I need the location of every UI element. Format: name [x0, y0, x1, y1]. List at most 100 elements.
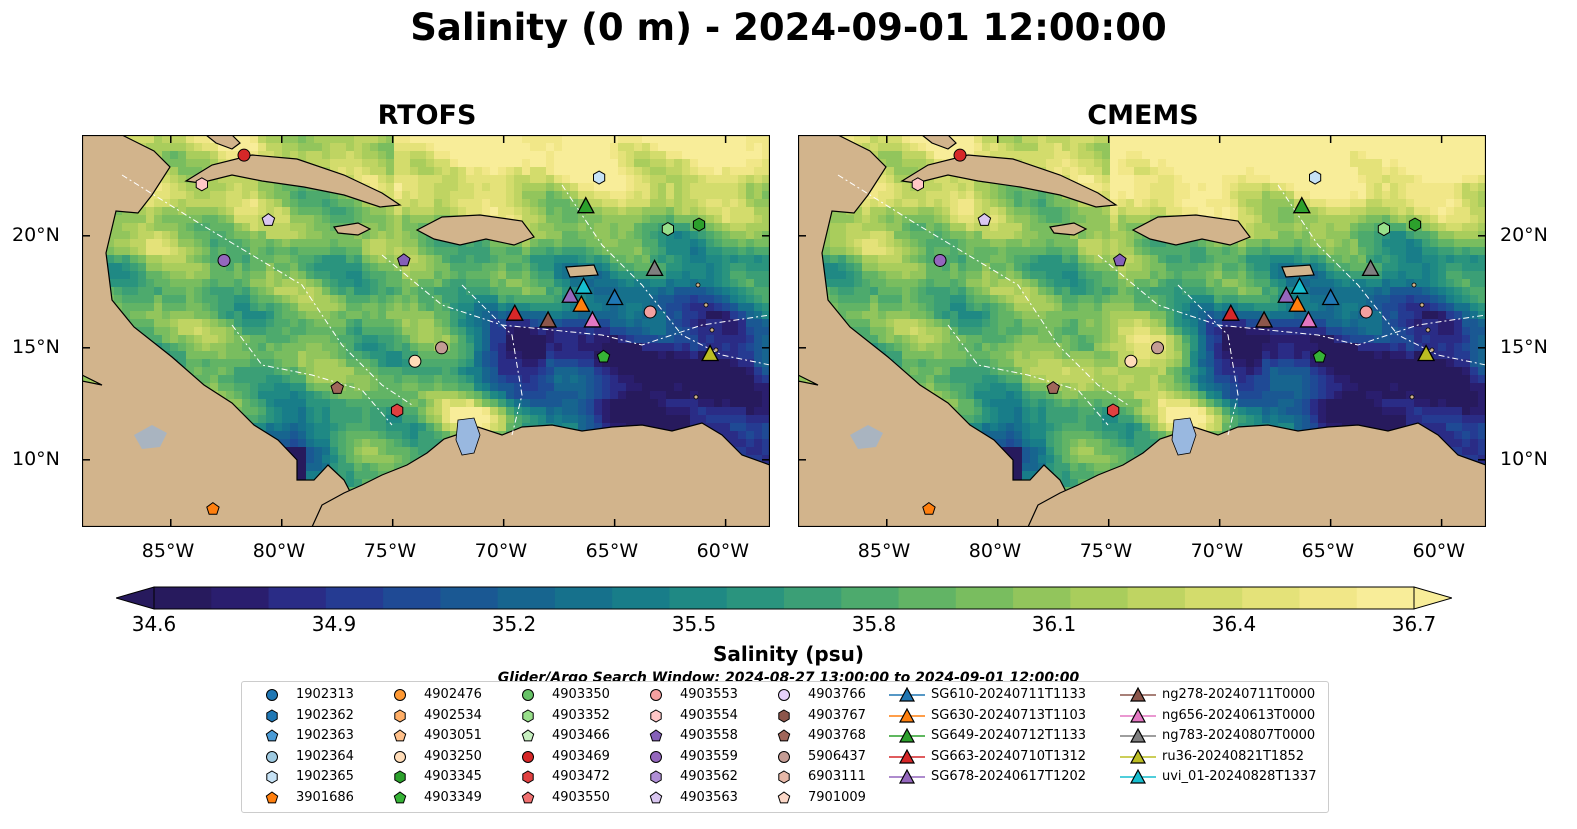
lon-tick-cmems-2: 75°W — [1079, 540, 1133, 562]
marker-uvi_01-20240828T1337[interactable] — [574, 276, 593, 294]
marker-4903472[interactable] — [391, 403, 404, 418]
legend-label: 4903051 — [424, 728, 482, 744]
marker-SG678-20240617T1202[interactable] — [561, 285, 580, 303]
marker-4903250[interactable] — [1124, 354, 1138, 368]
colorbar-segment — [1299, 587, 1358, 609]
marker-4903469[interactable] — [953, 148, 967, 162]
observation-markers — [911, 148, 1436, 515]
marker-SG630-20240713T1103[interactable] — [1288, 294, 1307, 312]
legend-label: 4903559 — [680, 748, 738, 764]
legend-label: 1902365 — [296, 769, 354, 785]
eez-boundary — [1177, 284, 1239, 436]
marker-ng656-20240613T0000[interactable] — [1299, 310, 1318, 328]
legend-marker-circle-icon — [522, 689, 534, 701]
lake-maracaibo — [455, 417, 481, 456]
marker-4903563[interactable] — [261, 212, 276, 226]
legend-marker-triangle-icon — [1120, 727, 1156, 743]
marker-SG610-20240711T1133[interactable] — [1321, 288, 1340, 306]
marker-3901686[interactable] — [206, 501, 220, 515]
marker-4903768[interactable] — [330, 380, 344, 394]
marker-4903352[interactable] — [1377, 222, 1390, 237]
marker-ng783-20240807T0000[interactable] — [645, 259, 664, 277]
legend-marker-hexagon-icon — [394, 770, 406, 784]
marker-5906437[interactable] — [435, 341, 449, 355]
marker-SG610-20240711T1133[interactable] — [605, 288, 624, 306]
marker-4903559[interactable] — [217, 253, 231, 267]
legend: 1902313 1902362 1902363 1902364 1902365 39016… — [241, 681, 1329, 813]
lat-tick-left-0: 20°N — [12, 223, 60, 246]
colorbar-segment — [1070, 587, 1129, 609]
marker-ng278-20240711T0000[interactable] — [1254, 310, 1274, 328]
marker-ng783-20240807T0000[interactable] — [1361, 259, 1380, 277]
map-cmems[interactable] — [798, 135, 1486, 527]
colorbar-tick-3: 35.5 — [671, 612, 717, 636]
marker-SG663-20240710T1312[interactable] — [1221, 303, 1240, 321]
marker-4903558[interactable] — [1113, 253, 1127, 267]
legend-label: SG610-20240711T1133 — [931, 687, 1087, 702]
marker-4903554[interactable] — [911, 177, 924, 192]
marker-4903469[interactable] — [237, 148, 251, 162]
marker-SG630-20240713T1103[interactable] — [572, 294, 591, 312]
marker-3901686[interactable] — [922, 501, 936, 515]
legend-marker-hexagon-icon — [522, 709, 534, 723]
marker-4903554[interactable] — [195, 177, 208, 192]
marker-5906437[interactable] — [1151, 341, 1165, 355]
colorbar-segment — [383, 587, 441, 609]
marker-SG678-20240617T1202[interactable] — [1277, 285, 1296, 303]
legend-label: 1902362 — [296, 707, 354, 723]
colorbar-tick-0: 34.6 — [131, 612, 177, 636]
marker-4903553[interactable] — [1359, 305, 1373, 319]
legend-marker-hexagon-icon — [266, 709, 278, 723]
island — [1419, 302, 1425, 308]
marker-4903349[interactable] — [1312, 349, 1327, 363]
colorbar-segment — [669, 587, 728, 609]
figure-title: Salinity (0 m) - 2024-09-01 12:00:00 — [410, 6, 1167, 49]
marker-SG649-20240712T1133[interactable] — [1292, 196, 1311, 214]
legend-marker-circle-icon — [778, 689, 790, 701]
legend-marker-circle-icon — [650, 689, 662, 701]
marker-ru36-20240821T1852[interactable] — [1416, 344, 1436, 362]
legend-label: uvi_01-20240828T1337 — [1162, 769, 1317, 785]
marker-4903345[interactable] — [1408, 217, 1422, 232]
marker-4903558[interactable] — [397, 253, 411, 267]
marker-4903349[interactable] — [596, 349, 611, 363]
marker-4903345[interactable] — [692, 217, 706, 232]
legend-label: SG630-20240713T1103 — [931, 707, 1087, 723]
marker-4903768[interactable] — [1046, 380, 1060, 394]
marker-SG649-20240712T1133[interactable] — [576, 196, 595, 214]
legend-marker-circle-icon — [522, 750, 534, 763]
lake-nicaragua — [134, 425, 167, 449]
lake-maracaibo — [1171, 417, 1197, 456]
marker-1902365[interactable] — [1309, 170, 1322, 185]
legend-marker-hexagon-icon — [394, 709, 406, 723]
marker-4903472[interactable] — [1107, 403, 1120, 418]
eez-boundary — [121, 174, 413, 406]
colorbar-tick-1: 34.9 — [311, 612, 357, 636]
marker-SG663-20240710T1312[interactable] — [505, 303, 524, 321]
marker-uvi_01-20240828T1337[interactable] — [1290, 276, 1309, 294]
legend-marker-triangle-icon — [889, 769, 925, 784]
marker-ng278-20240711T0000[interactable] — [538, 310, 558, 328]
land-5 — [1281, 264, 1315, 278]
legend-label: 4903563 — [680, 790, 738, 805]
legend-label: 4903466 — [552, 728, 610, 744]
colorbar-extend-max — [1413, 586, 1452, 610]
marker-ng656-20240613T0000[interactable] — [583, 310, 602, 328]
land-1 — [921, 135, 957, 150]
marker-4903352[interactable] — [661, 222, 674, 237]
marker-4903553[interactable] — [643, 305, 657, 319]
legend-label: ng278-20240711T0000 — [1162, 687, 1316, 702]
legend-marker-pentagon-icon — [265, 729, 279, 742]
marker-4903563[interactable] — [977, 212, 992, 226]
marker-4903559[interactable] — [933, 253, 947, 267]
map-rtofs[interactable] — [82, 135, 770, 527]
marker-ru36-20240821T1852[interactable] — [700, 344, 720, 362]
colorbar-segment — [841, 587, 900, 609]
marker-1902365[interactable] — [593, 170, 606, 185]
island — [1411, 282, 1417, 288]
land-6 — [1027, 422, 1486, 527]
colorbar-tick-2: 35.2 — [491, 612, 537, 636]
legend-marker-pentagon-icon — [777, 729, 791, 742]
observation-markers — [195, 148, 720, 515]
marker-4903250[interactable] — [408, 354, 422, 368]
